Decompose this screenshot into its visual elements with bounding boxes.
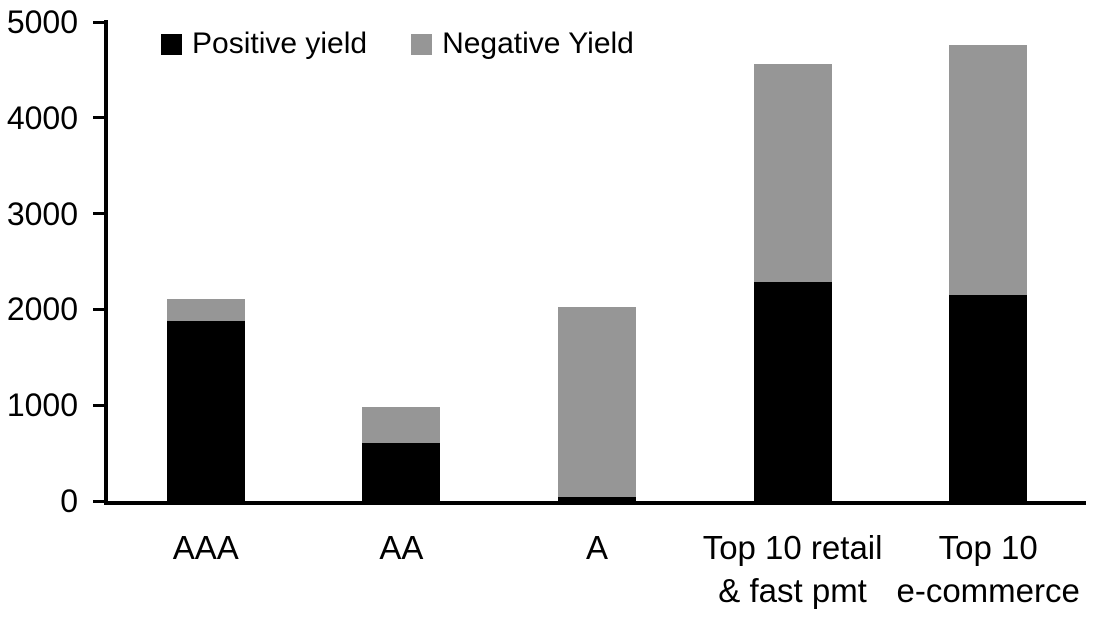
y-tick-label: 4000 — [6, 100, 78, 136]
bar-stack — [166, 298, 245, 501]
y-tick-label: 2000 — [6, 291, 78, 327]
x-category-label: Top 10 retail & fast pmt — [702, 529, 883, 609]
y-tick-label: 5000 — [6, 4, 78, 40]
x-category-label: AAA — [172, 529, 239, 566]
y-tick-mark — [93, 500, 104, 503]
y-tick-mark — [93, 404, 104, 407]
x-category-label: AA — [379, 529, 424, 566]
legend-swatch-icon — [161, 33, 182, 55]
x-category-label: A — [585, 529, 608, 566]
y-tick-mark — [93, 308, 104, 311]
legend-item: Negative Yield — [411, 27, 634, 61]
y-tick-label: 1000 — [6, 387, 78, 423]
x-axis-labels: AAA AA A Top 10 retail & fast pmt Top 10 e-c… — [108, 526, 1086, 612]
bar-segment — [362, 443, 441, 501]
bar-stack — [362, 407, 441, 501]
bar-slot-1 — [108, 22, 304, 501]
bar-segment — [753, 64, 832, 283]
bar-segment — [949, 295, 1028, 501]
bar-stack — [557, 306, 636, 501]
bar-segment — [753, 282, 832, 501]
x-category-label: Top 10 e-commerce — [896, 529, 1080, 609]
bar-segment — [557, 306, 636, 498]
bar-segment — [362, 407, 441, 443]
bar-stack — [753, 64, 832, 501]
bars — [108, 22, 1086, 501]
legend-label: Negative Yield — [442, 27, 634, 60]
bar-slot-3 — [499, 22, 695, 501]
bar-slot-2 — [304, 22, 500, 501]
legend-item: Positive yield — [161, 27, 367, 61]
y-tick-mark — [93, 116, 104, 119]
bar-segment — [166, 320, 245, 501]
plot-area — [104, 20, 1086, 505]
bar-slot-4 — [695, 22, 891, 501]
legend: Positive yield Negative Yield — [161, 27, 634, 61]
bar-stack — [949, 45, 1028, 501]
bar-slot-5 — [890, 22, 1086, 501]
bar-segment — [166, 298, 245, 321]
y-tick-label: 3000 — [6, 196, 78, 232]
bar-segment — [557, 497, 636, 501]
y-tick-label: 0 — [60, 483, 78, 519]
y-tick-mark — [93, 21, 104, 24]
legend-swatch-icon — [411, 33, 433, 55]
y-tick-mark — [93, 212, 104, 215]
legend-label: Positive yield — [192, 27, 368, 60]
bar-segment — [949, 45, 1028, 295]
